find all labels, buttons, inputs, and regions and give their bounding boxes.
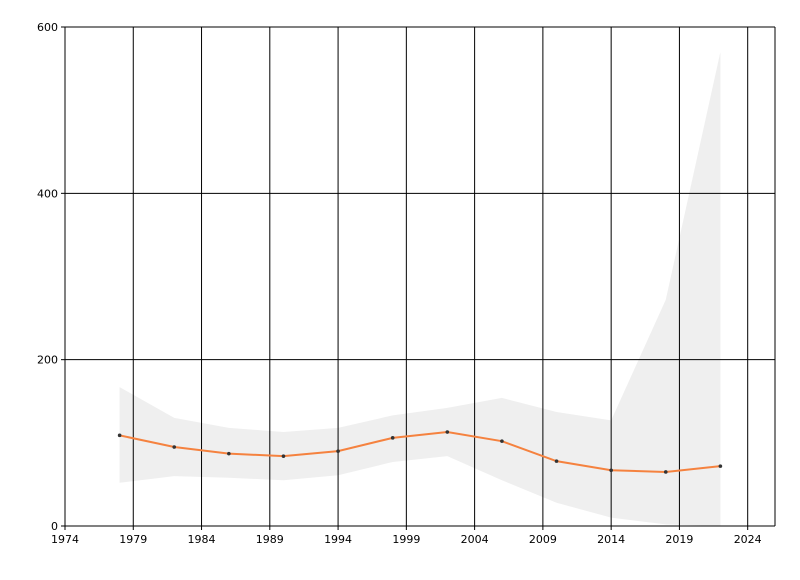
marker (172, 445, 177, 449)
marker (227, 451, 231, 456)
x-tick-label: 1994 (324, 533, 352, 546)
x-tick-label: 1989 (256, 533, 284, 546)
y-tick-label: 0 (51, 520, 58, 533)
marker (663, 470, 668, 474)
marker (718, 464, 723, 468)
marker (500, 439, 504, 443)
y-tick-label: 200 (37, 354, 58, 367)
x-tick-label: 1979 (119, 533, 147, 546)
marker (554, 459, 559, 463)
x-tick-label: 2024 (734, 533, 762, 546)
y-tick-label: 600 (37, 21, 58, 34)
y-tick-label: 400 (37, 187, 58, 200)
x-tick-label: 1999 (392, 533, 420, 546)
marker (609, 468, 613, 473)
line (119, 431, 721, 473)
x-tick-label: 2014 (597, 533, 625, 546)
marker (336, 449, 340, 453)
confidence-band (119, 51, 721, 526)
marker (390, 436, 395, 440)
marker (117, 433, 122, 438)
x-tick-label: 1984 (188, 533, 216, 546)
x-tick-label: 1974 (51, 533, 79, 546)
x-tick-label: 2004 (461, 533, 489, 546)
marker (445, 430, 450, 434)
x-tick-label: 2019 (665, 533, 693, 546)
x-tick-label: 2009 (529, 533, 557, 546)
marker (281, 454, 286, 458)
